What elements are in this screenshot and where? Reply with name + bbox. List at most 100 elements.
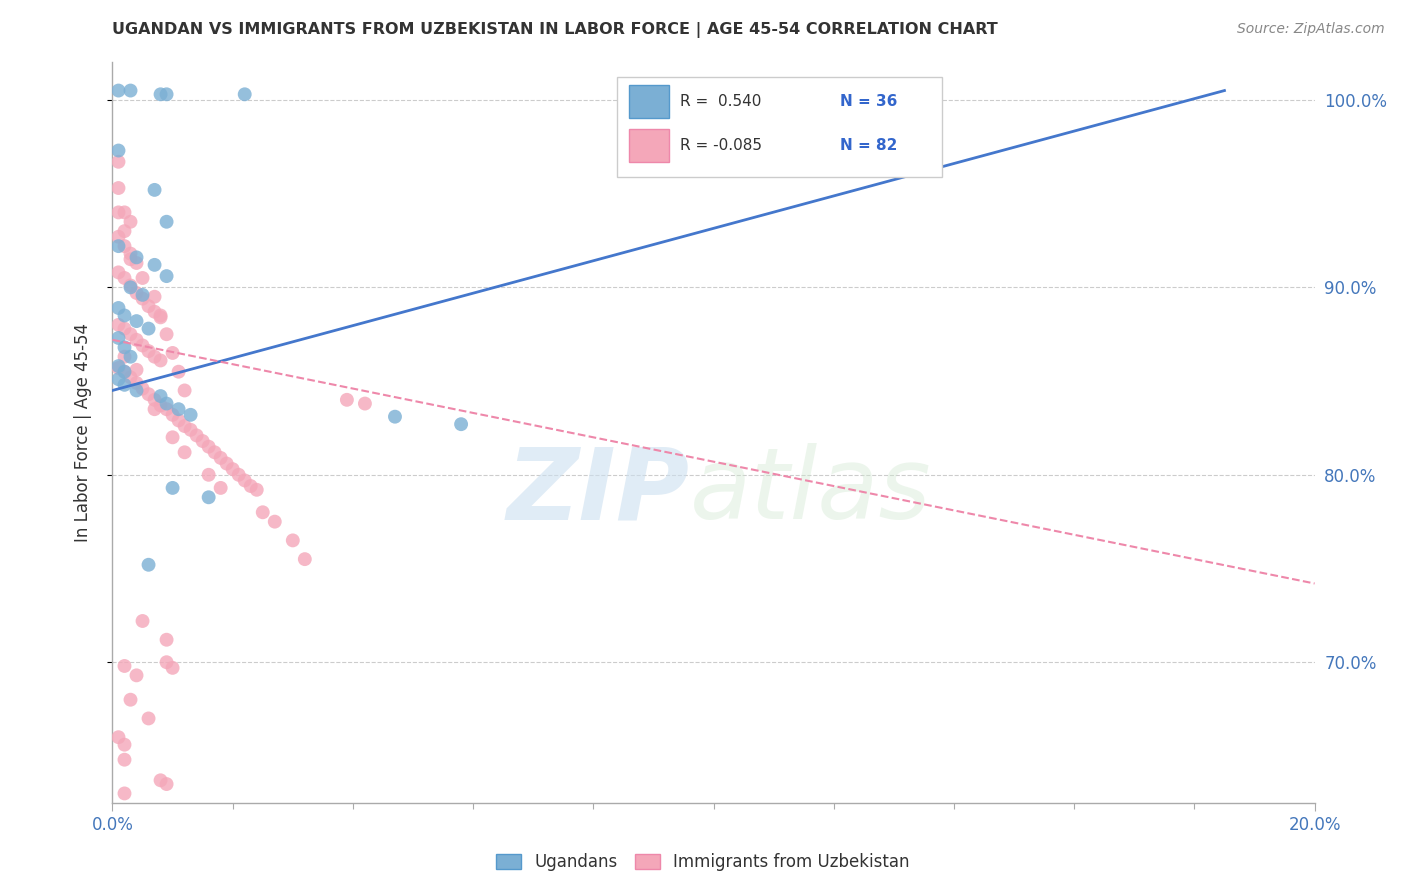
Point [173,445,195,459]
Point [120,370,142,384]
Point [384,409,406,424]
Point [125,333,148,347]
Point [114,738,136,752]
Point [155,402,177,417]
Point [114,659,136,673]
Point [173,419,195,434]
Point [107,361,129,376]
Point [155,777,177,791]
FancyBboxPatch shape [630,85,669,118]
Point [450,417,472,432]
Point [252,505,274,519]
Point [173,384,195,398]
Point [180,408,202,422]
Point [114,321,136,335]
Point [149,87,172,102]
Point [107,359,129,373]
Point [107,84,129,98]
Point [197,467,219,482]
FancyBboxPatch shape [617,78,942,178]
Point [233,474,256,488]
Point [125,376,148,390]
Point [155,655,177,669]
Point [120,84,142,98]
Point [294,552,316,566]
Point [114,309,136,323]
Point [125,384,148,398]
Point [114,350,136,364]
Point [120,252,142,267]
Point [107,229,129,244]
Point [197,440,219,454]
Point [155,396,177,410]
Point [107,318,129,332]
Point [162,661,184,675]
Point [155,632,177,647]
Point [138,558,160,572]
FancyBboxPatch shape [630,129,669,162]
Point [215,457,238,471]
Point [155,215,177,229]
Point [336,392,359,407]
Point [138,711,160,725]
Point [222,462,245,476]
Point [155,269,177,284]
Point [114,377,136,392]
Point [167,402,190,417]
Point [114,365,136,379]
Point [204,445,226,459]
Point [125,251,148,265]
Point [107,730,129,744]
Point [120,280,142,294]
Point [149,353,172,368]
Text: atlas: atlas [689,443,931,541]
Point [131,271,153,285]
Point [263,515,285,529]
Point [233,87,256,102]
Point [131,614,153,628]
Point [180,423,202,437]
Point [114,365,136,379]
Point [120,350,142,364]
Point [912,87,935,102]
Point [107,301,129,315]
Text: N = 82: N = 82 [839,138,897,153]
Point [138,299,160,313]
Point [155,87,177,102]
Point [114,239,136,253]
Point [107,181,129,195]
Point [149,310,172,325]
Point [131,288,153,302]
Point [143,258,166,272]
Point [143,290,166,304]
Point [149,399,172,413]
Point [162,430,184,444]
Point [107,239,129,253]
Point [131,292,153,306]
Point [114,224,136,238]
Point [114,786,136,800]
Point [107,265,129,279]
Point [107,154,129,169]
Point [120,246,142,260]
Text: N = 36: N = 36 [839,94,897,109]
Point [143,402,166,417]
Point [155,327,177,342]
Point [239,479,262,493]
Point [125,256,148,270]
Point [197,490,219,504]
Point [246,483,269,497]
Point [209,450,232,465]
Point [120,278,142,293]
Point [143,304,166,318]
Point [114,205,136,219]
Text: R = -0.085: R = -0.085 [681,138,762,153]
Point [107,144,129,158]
Point [354,396,377,410]
Point [149,773,172,788]
Point [162,481,184,495]
Y-axis label: In Labor Force | Age 45-54: In Labor Force | Age 45-54 [73,323,91,542]
Point [138,321,160,335]
Point [138,344,160,359]
Point [209,481,232,495]
